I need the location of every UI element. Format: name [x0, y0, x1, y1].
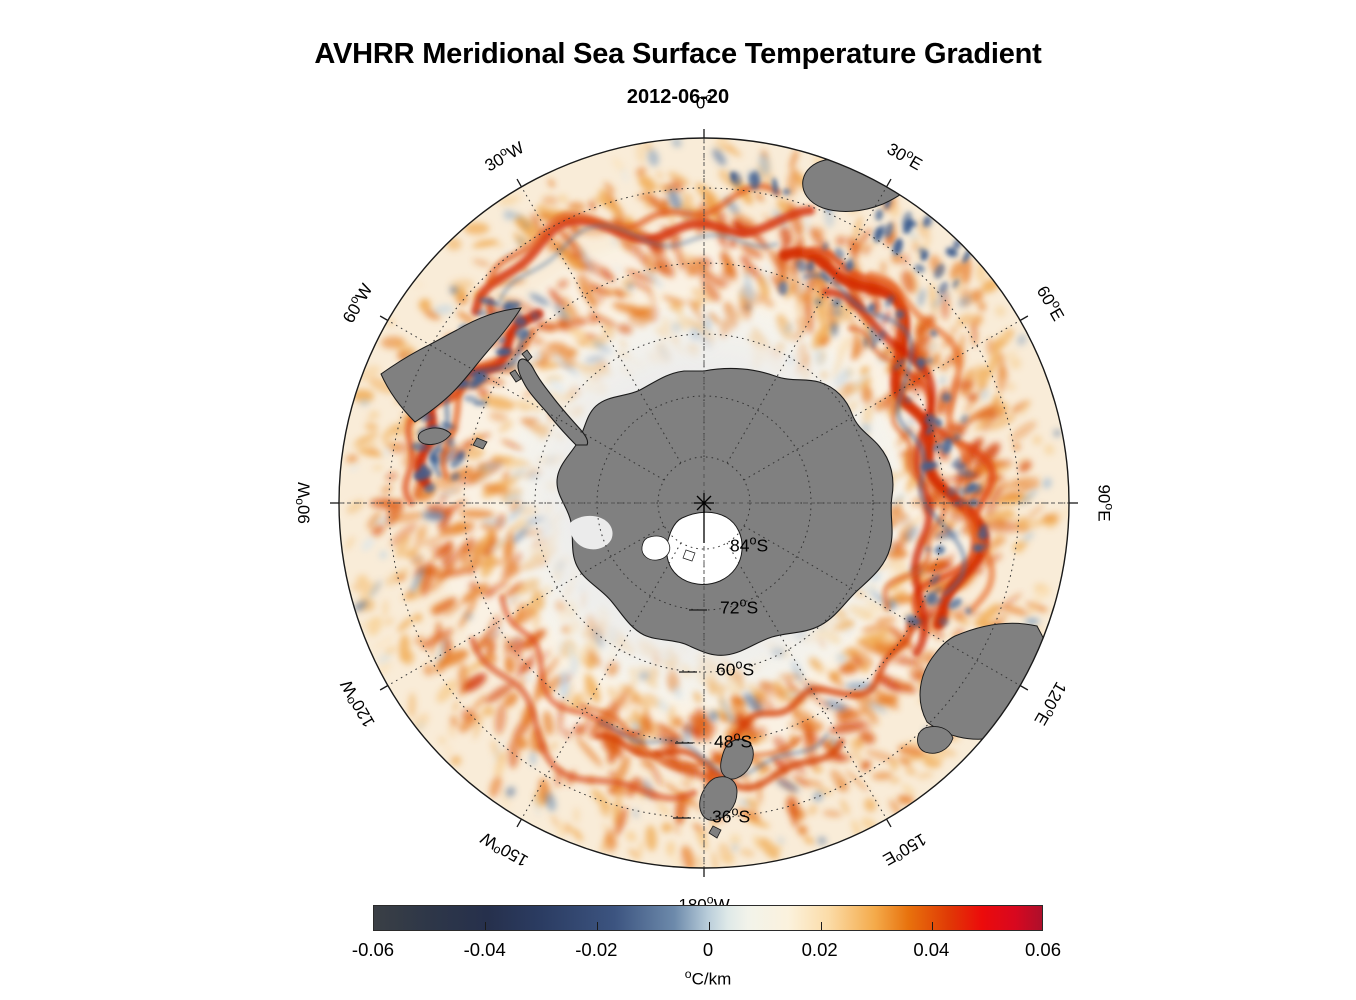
antarctica-landmass	[509, 349, 894, 656]
colorbar-gradient[interactable]	[373, 905, 1043, 931]
south-america	[380, 307, 522, 450]
colorbar-tick-4: 0.02	[801, 939, 838, 960]
polar-stereographic-map	[330, 129, 1078, 877]
new-zealand-south-island	[699, 776, 738, 821]
polar-map-panel: 0o30oE60oE90oE120oE150oE180oW150oW120oW9…	[292, 91, 1117, 915]
colorbar-tick-6: 0.06	[1024, 939, 1062, 960]
colorbar: -0.06 -0.04 -0.02 0 0.02 0.04 0.06 oC/km	[352, 905, 1061, 989]
new-zealand-north-island	[720, 738, 754, 780]
colorbar-tick-2: -0.02	[575, 939, 618, 960]
tasmania	[917, 726, 954, 754]
latitude-tick-marks	[673, 609, 707, 819]
colorbar-tick-5: 0.04	[913, 939, 950, 960]
peninsula-islands	[509, 349, 533, 383]
longitude-tick-marks	[330, 129, 1078, 877]
tierra-del-fuego	[417, 427, 452, 445]
weddell-embayment	[569, 515, 613, 550]
antarctic-peninsula	[517, 358, 589, 446]
colorbar-tick-3: 0	[702, 939, 714, 960]
filchner-ronne-ice-shelf	[641, 535, 671, 561]
colorbar-unit-label: oC/km	[684, 967, 732, 989]
ice-shelf-small-patch	[682, 549, 696, 562]
colorbar-tick-1: -0.04	[463, 939, 506, 960]
figure-title: AVHRR Meridional Sea Surface Temperature…	[314, 38, 1042, 70]
lon-90w-label: 90oW	[291, 482, 314, 524]
new-zealand	[699, 738, 754, 839]
lon-90e-label: 90oE	[1094, 484, 1117, 522]
figure-subtitle: 2012-06-20	[626, 86, 730, 108]
colorbar-tick-0: -0.06	[351, 939, 395, 960]
falkland-islands	[472, 437, 488, 450]
nz-stewart-island	[708, 825, 722, 839]
principal-meridians	[339, 138, 1069, 868]
